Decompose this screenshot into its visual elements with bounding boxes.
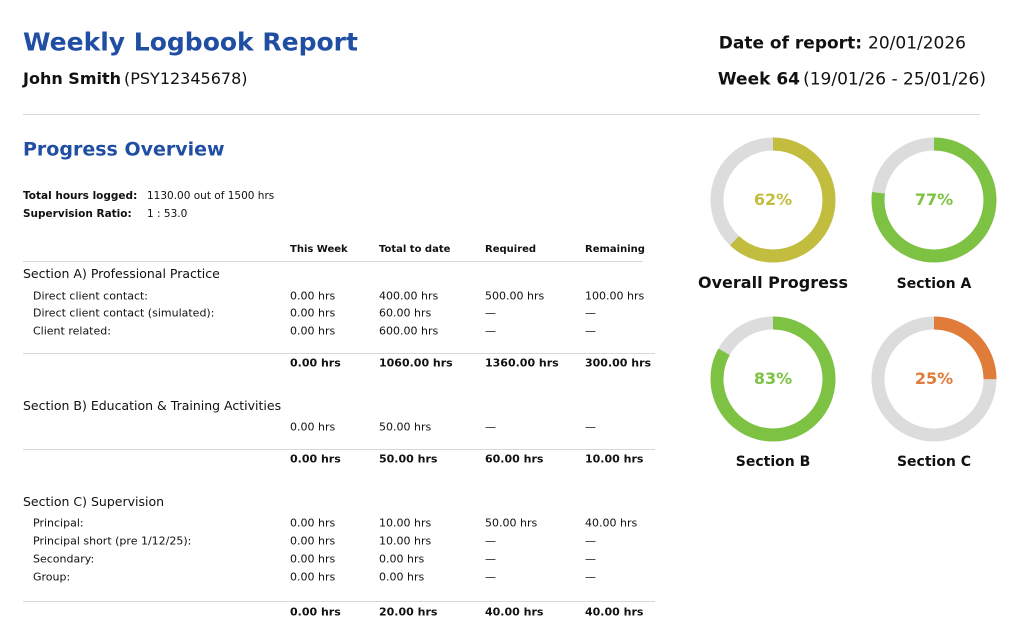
row-label: Direct client contact (simulated): [33, 306, 215, 320]
total-cell: 20.00 hrs [379, 605, 438, 619]
divider [23, 114, 980, 115]
cell: — [585, 570, 596, 584]
user-id: (PSY12345678) [124, 69, 248, 88]
cell: 0.00 hrs [290, 570, 336, 584]
cell: 0.00 hrs [290, 420, 336, 434]
report-date: 20/01/2026 [868, 33, 966, 54]
column-header: Required [485, 244, 537, 255]
cell: 100.00 hrs [585, 289, 645, 303]
cell: — [485, 306, 496, 320]
cell: — [485, 420, 496, 434]
total-cell: 300.00 hrs [585, 356, 652, 370]
report-date-label: Date of report: [718, 33, 862, 54]
total-cell: 50.00 hrs [379, 452, 438, 466]
cell: 0.00 hrs [379, 552, 425, 566]
stat-value: 1130.00 out of 1500 hrs [147, 189, 275, 202]
cell: 500.00 hrs [485, 289, 545, 303]
row-label: Principal short (pre 1/12/25): [33, 534, 192, 548]
section-heading: Section B) Education & Training Activiti… [23, 397, 282, 413]
cell: 40.00 hrs [585, 516, 638, 530]
cell: 600.00 hrs [379, 324, 439, 338]
cell: 50.00 hrs [379, 420, 432, 434]
gauge-label: 77% [914, 190, 954, 209]
section-title: Progress Overview [23, 138, 225, 161]
cell: — [585, 534, 596, 548]
cell: — [585, 324, 596, 338]
divider [23, 601, 655, 602]
cell: 0.00 hrs [379, 570, 425, 584]
column-header: This Week [290, 244, 348, 255]
gauge-caption: Section C [896, 454, 972, 470]
cell: 0.00 hrs [290, 516, 336, 530]
row-label: Direct client contact: [33, 289, 149, 303]
cell: 50.00 hrs [485, 516, 538, 530]
column-header: Total to date [379, 244, 451, 255]
week-label: Week 64 [717, 69, 800, 90]
cell: 0.00 hrs [290, 552, 336, 566]
row-label: Client related: [33, 324, 111, 338]
gauge-caption: Section A [896, 276, 972, 292]
column-header: Remaining [585, 244, 645, 255]
cell: — [585, 420, 596, 434]
gauge-label: 62% [753, 190, 793, 209]
total-cell: 0.00 hrs [290, 356, 341, 370]
cell: — [485, 534, 496, 548]
total-cell: 40.00 hrs [585, 605, 644, 619]
gauge-caption: Section B [735, 454, 811, 470]
cell: 0.00 hrs [290, 534, 336, 548]
stat-label: Total hours logged: [23, 189, 138, 202]
cell: 0.00 hrs [290, 306, 336, 320]
gauge-label: 25% [914, 369, 954, 388]
divider [23, 261, 643, 262]
section-heading: Section C) Supervision [23, 493, 165, 509]
stat-label: Supervision Ratio: [23, 207, 132, 220]
total-cell: 1360.00 hrs [485, 356, 559, 370]
cell: — [485, 552, 496, 566]
divider [23, 353, 655, 354]
cell: — [485, 570, 496, 584]
cell: 60.00 hrs [379, 306, 432, 320]
total-cell: 1060.00 hrs [379, 356, 453, 370]
cell: — [585, 306, 596, 320]
week-range: (19/01/26 - 25/01/26) [803, 69, 986, 90]
row-label: Group: [33, 570, 71, 584]
total-cell: 0.00 hrs [290, 452, 341, 466]
stat-value: 1 : 53.0 [147, 207, 188, 220]
cell: 0.00 hrs [290, 289, 336, 303]
cell: — [485, 324, 496, 338]
cell: — [585, 552, 596, 566]
gauge-caption: Overall Progress [698, 273, 848, 292]
section-heading: Section A) Professional Practice [23, 265, 220, 281]
user-name: John Smith [23, 69, 122, 88]
total-cell: 0.00 hrs [290, 605, 341, 619]
cell: 10.00 hrs [379, 534, 432, 548]
divider [23, 449, 655, 450]
row-label: Secondary: [33, 552, 95, 566]
total-cell: 60.00 hrs [485, 452, 544, 466]
row-label: Principal: [33, 516, 84, 530]
cell: 400.00 hrs [379, 289, 439, 303]
cell: 10.00 hrs [379, 516, 432, 530]
total-cell: 10.00 hrs [585, 452, 644, 466]
cell: 0.00 hrs [290, 324, 336, 338]
gauge-label: 83% [753, 369, 793, 388]
total-cell: 40.00 hrs [485, 605, 544, 619]
report-title: Weekly Logbook Report [23, 27, 358, 57]
